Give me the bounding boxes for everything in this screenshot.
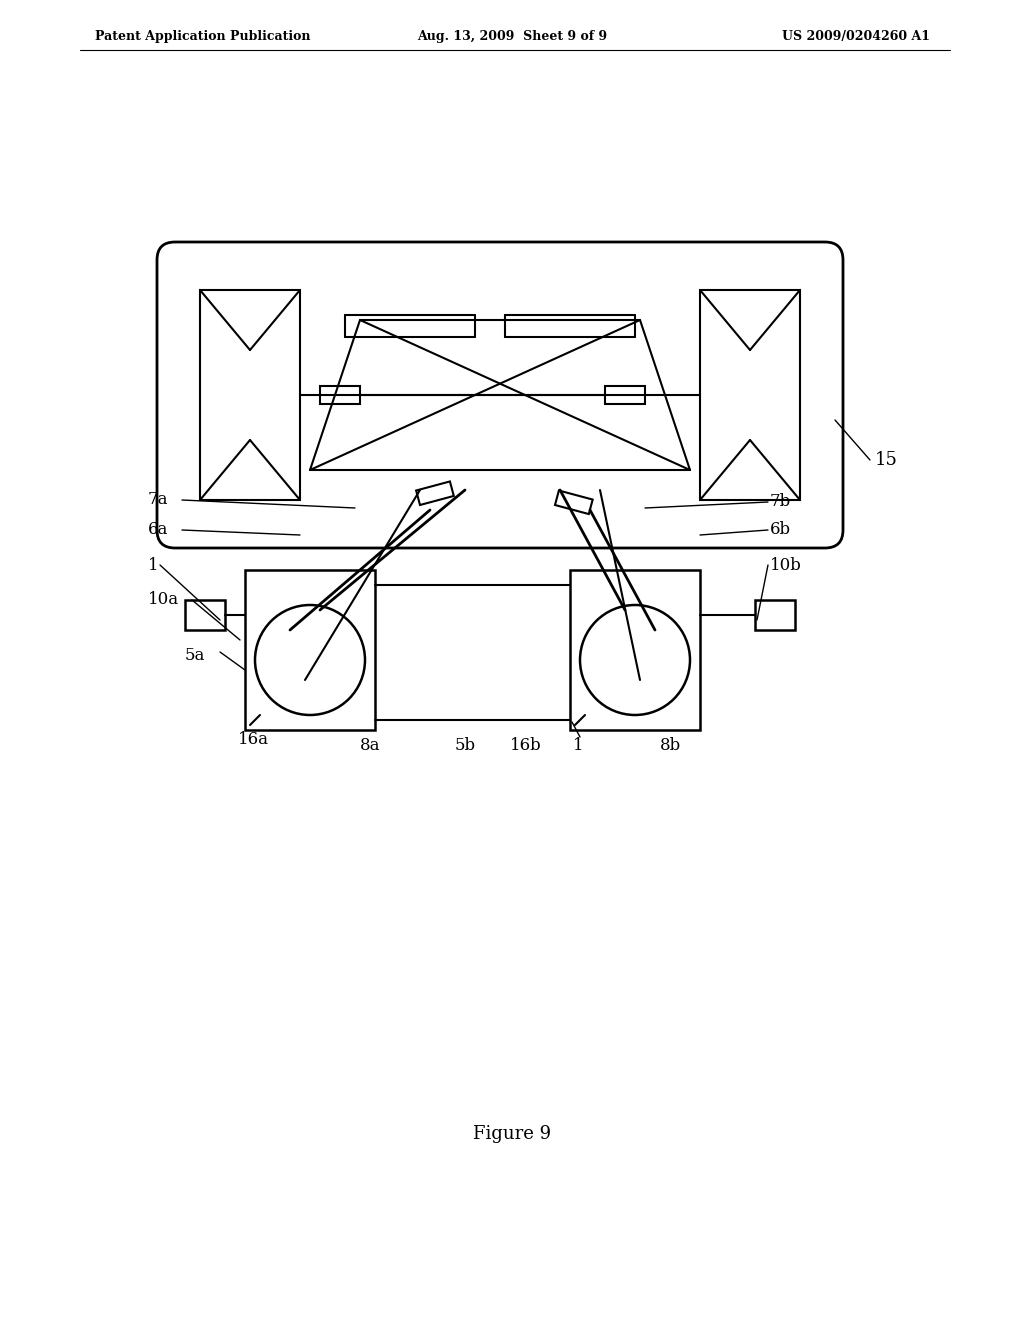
Text: 16a: 16a	[238, 731, 269, 748]
Bar	[570, 570, 700, 730]
Text: 6b: 6b	[770, 521, 792, 539]
Text: 10b: 10b	[770, 557, 802, 573]
Text: 6a: 6a	[148, 521, 168, 539]
Text: 8b: 8b	[660, 737, 681, 754]
Bar	[605, 385, 645, 404]
FancyBboxPatch shape	[157, 242, 843, 548]
Text: 16b: 16b	[510, 737, 542, 754]
Text: 7b: 7b	[770, 494, 792, 511]
Text: 7a: 7a	[148, 491, 169, 508]
Circle shape	[580, 605, 690, 715]
Text: 15: 15	[874, 451, 898, 469]
Text: 5b: 5b	[455, 737, 476, 754]
Text: US 2009/0204260 A1: US 2009/0204260 A1	[782, 30, 930, 44]
Text: 10a: 10a	[148, 591, 179, 609]
Bar	[185, 601, 225, 630]
Bar	[416, 482, 454, 506]
Text: Patent Application Publication: Patent Application Publication	[95, 30, 310, 44]
Text: Figure 9: Figure 9	[473, 1125, 551, 1143]
Bar	[555, 491, 593, 513]
Text: 1: 1	[573, 737, 584, 754]
Text: Aug. 13, 2009  Sheet 9 of 9: Aug. 13, 2009 Sheet 9 of 9	[417, 30, 607, 44]
Circle shape	[255, 605, 365, 715]
Bar	[755, 601, 795, 630]
Bar	[319, 385, 360, 404]
Text: 8a: 8a	[360, 737, 381, 754]
Text: 1: 1	[148, 557, 159, 573]
Bar	[200, 290, 300, 500]
Text: 5a: 5a	[185, 647, 206, 664]
Bar	[245, 570, 375, 730]
Bar	[700, 290, 800, 500]
